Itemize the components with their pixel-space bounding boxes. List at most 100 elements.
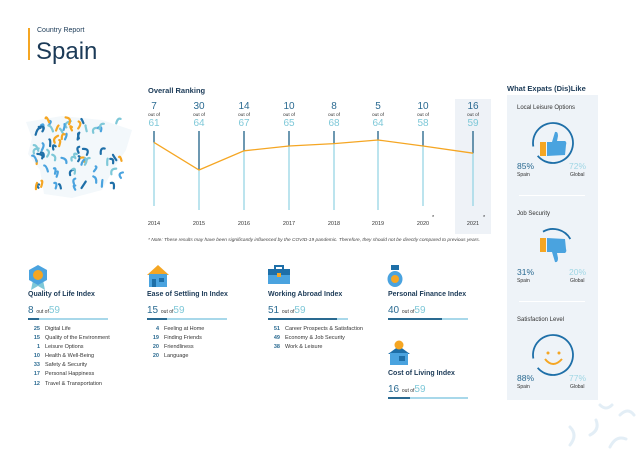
index-block: Quality of Life Index 8 out of59 25 Digit…	[28, 291, 148, 389]
map-squiggle	[46, 148, 51, 158]
global-percent: 20%	[569, 267, 587, 277]
asterisk: *	[432, 215, 435, 221]
card-title: Satisfaction Level	[517, 317, 565, 323]
year-text: 2021	[466, 221, 480, 227]
subindex-rank: 15	[33, 335, 40, 342]
report-subtitle: Country Report	[37, 27, 85, 34]
rank-value: 10	[417, 101, 429, 112]
rank-total: 61	[148, 118, 160, 129]
index-bar	[147, 318, 227, 320]
subindex-rank: 19	[152, 335, 159, 342]
rank-column: 7 out of 61	[134, 102, 174, 129]
subindex-item: 20 Language	[147, 352, 267, 361]
map-squiggle	[109, 181, 116, 190]
map-squiggle	[62, 123, 66, 131]
percentage-arc	[532, 122, 574, 164]
rank-column: 10 out of 65	[269, 102, 309, 129]
map-squiggle	[37, 125, 45, 133]
index-bar-fill	[268, 318, 338, 320]
index-name: Quality of Life Index	[28, 291, 95, 298]
index-total: 59	[414, 305, 426, 316]
rank-value: 16	[467, 101, 479, 112]
map-squiggle	[32, 144, 40, 152]
subindex-name: Digital Life	[45, 326, 71, 332]
index-block: Working Abroad Index 51 out of59 51 Caree…	[268, 291, 388, 352]
year-text: 2020	[416, 221, 430, 227]
subindex-rank: 1	[36, 344, 40, 351]
spain-percent: 88%	[517, 373, 535, 383]
rank-total: 65	[283, 118, 295, 129]
map-squiggle	[72, 184, 77, 191]
out-of-label: out of	[401, 388, 415, 394]
rank-value: 7	[151, 101, 157, 112]
index-score: 16 out of59	[388, 384, 508, 395]
map-squiggle	[40, 179, 44, 188]
year-label: 2015	[184, 221, 214, 227]
rank-total: 68	[328, 118, 340, 129]
rank-total: 58	[417, 118, 429, 129]
card-title: Job Security	[517, 211, 551, 217]
rank-value: 30	[193, 101, 205, 112]
index-rank: 40	[388, 305, 400, 316]
year-text: 2018	[327, 221, 341, 227]
index-total: 59	[414, 384, 426, 395]
out-of-label: out of	[237, 113, 250, 118]
index-score: 51 out of59	[268, 305, 388, 316]
map-squiggle	[110, 167, 118, 176]
index-name: Ease of Settling In Index	[147, 291, 228, 298]
smiley-icon	[532, 334, 574, 376]
subindex-item: 15 Quality of the Environment	[28, 334, 148, 343]
year-label: 2020 *	[408, 215, 438, 227]
subindex-name: Leisure Options	[45, 344, 84, 351]
rank-value: 8	[331, 101, 337, 112]
index-rank: 15	[147, 305, 159, 316]
index-total: 59	[173, 305, 185, 316]
subindex-item: 20 Friendliness	[147, 343, 267, 352]
subindex-rank: 38	[273, 344, 280, 351]
subindex-item: 12 Travel & Transportation	[28, 380, 148, 389]
decorative-squiggles	[568, 403, 636, 449]
map-squiggle	[39, 151, 45, 158]
likes-panel: Local Leisure Options 85% Spain 72% Glob…	[507, 95, 598, 400]
index-bar	[388, 318, 468, 320]
subindex-item: 4 Feeling at Home	[147, 325, 267, 334]
out-of-label: out of	[36, 309, 49, 315]
map-squiggle	[69, 125, 74, 132]
money-bag-icon	[387, 265, 403, 287]
year-label: 2014	[139, 221, 169, 227]
subindex-rank: 17	[33, 371, 40, 378]
subindex-name: Safety & Security	[45, 362, 88, 369]
thumbs-up-icon	[532, 122, 574, 164]
index-bar	[388, 397, 468, 399]
map-squiggle	[100, 178, 104, 188]
rank-column: 5 out of 64	[358, 102, 398, 129]
subindex-item: 1 Leisure Options	[28, 343, 148, 352]
year-text: 2017	[282, 221, 296, 227]
divider	[519, 195, 585, 196]
out-of-label: out of	[327, 113, 340, 118]
like-card: Local Leisure Options 85% Spain 72% Glob…	[507, 95, 598, 195]
map-squiggle	[118, 171, 125, 180]
out-of-label: out of	[371, 113, 384, 118]
rank-column: 8 out of 68	[314, 102, 354, 129]
index-rank: 16	[388, 384, 400, 395]
like-card: Satisfaction Level 88% Spain 77% Global	[507, 307, 598, 407]
index-total: 59	[48, 305, 60, 316]
map-squiggle	[52, 134, 60, 144]
subindex-name: Travel & Transportation	[45, 380, 102, 387]
subindex-item: 10 Health & Well-Being	[28, 352, 148, 361]
map-squiggle	[96, 125, 103, 133]
map-squiggle	[99, 147, 106, 156]
subindex-rank: 51	[273, 326, 280, 332]
map-squiggle	[76, 145, 81, 154]
page-title: Spain	[36, 38, 98, 65]
year-label: 2016	[229, 221, 259, 227]
spain-label: Spain	[517, 384, 530, 390]
spain-label: Spain	[517, 172, 530, 178]
briefcase-icon	[268, 265, 290, 284]
map-squiggle	[77, 120, 82, 130]
global-percent: 77%	[569, 373, 587, 383]
map-squiggle	[58, 127, 64, 135]
rank-total: 64	[372, 118, 384, 129]
subindex-item: 49 Economy & Job Security	[268, 334, 388, 343]
